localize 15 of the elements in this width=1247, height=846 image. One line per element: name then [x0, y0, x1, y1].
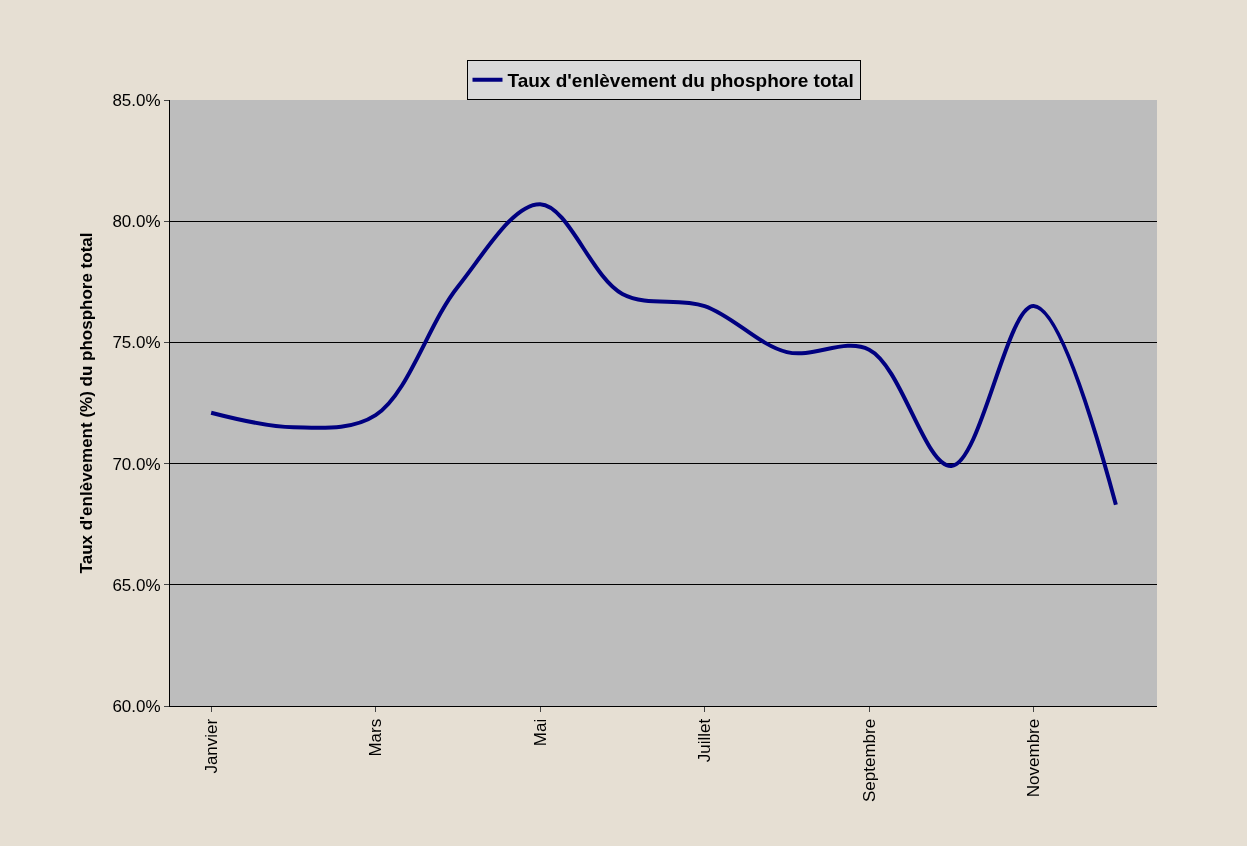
- y-tick-label: 75.0%: [112, 333, 161, 353]
- y-tick-label: 65.0%: [112, 575, 161, 595]
- y-tick-label: 70.0%: [112, 454, 161, 474]
- y-tick-label: 60.0%: [112, 696, 161, 716]
- y-axis-title: Taux d'enlèvement (%) du phosphore total: [76, 232, 96, 574]
- y-tick-label: 85.0%: [112, 90, 161, 110]
- line-series: [209, 202, 1118, 507]
- x-tick-label: Juillet: [695, 718, 715, 763]
- legend-label: Taux d'enlèvement du phosphore total: [507, 70, 854, 92]
- x-tick-label: Septembre: [859, 718, 879, 802]
- y-tick-label: 80.0%: [112, 212, 161, 232]
- x-tick-label: Janvier: [201, 718, 221, 774]
- x-tick-label: Mai: [530, 718, 550, 747]
- x-tick-label: Novembre: [1024, 718, 1044, 798]
- x-tick-label: Mars: [366, 718, 386, 757]
